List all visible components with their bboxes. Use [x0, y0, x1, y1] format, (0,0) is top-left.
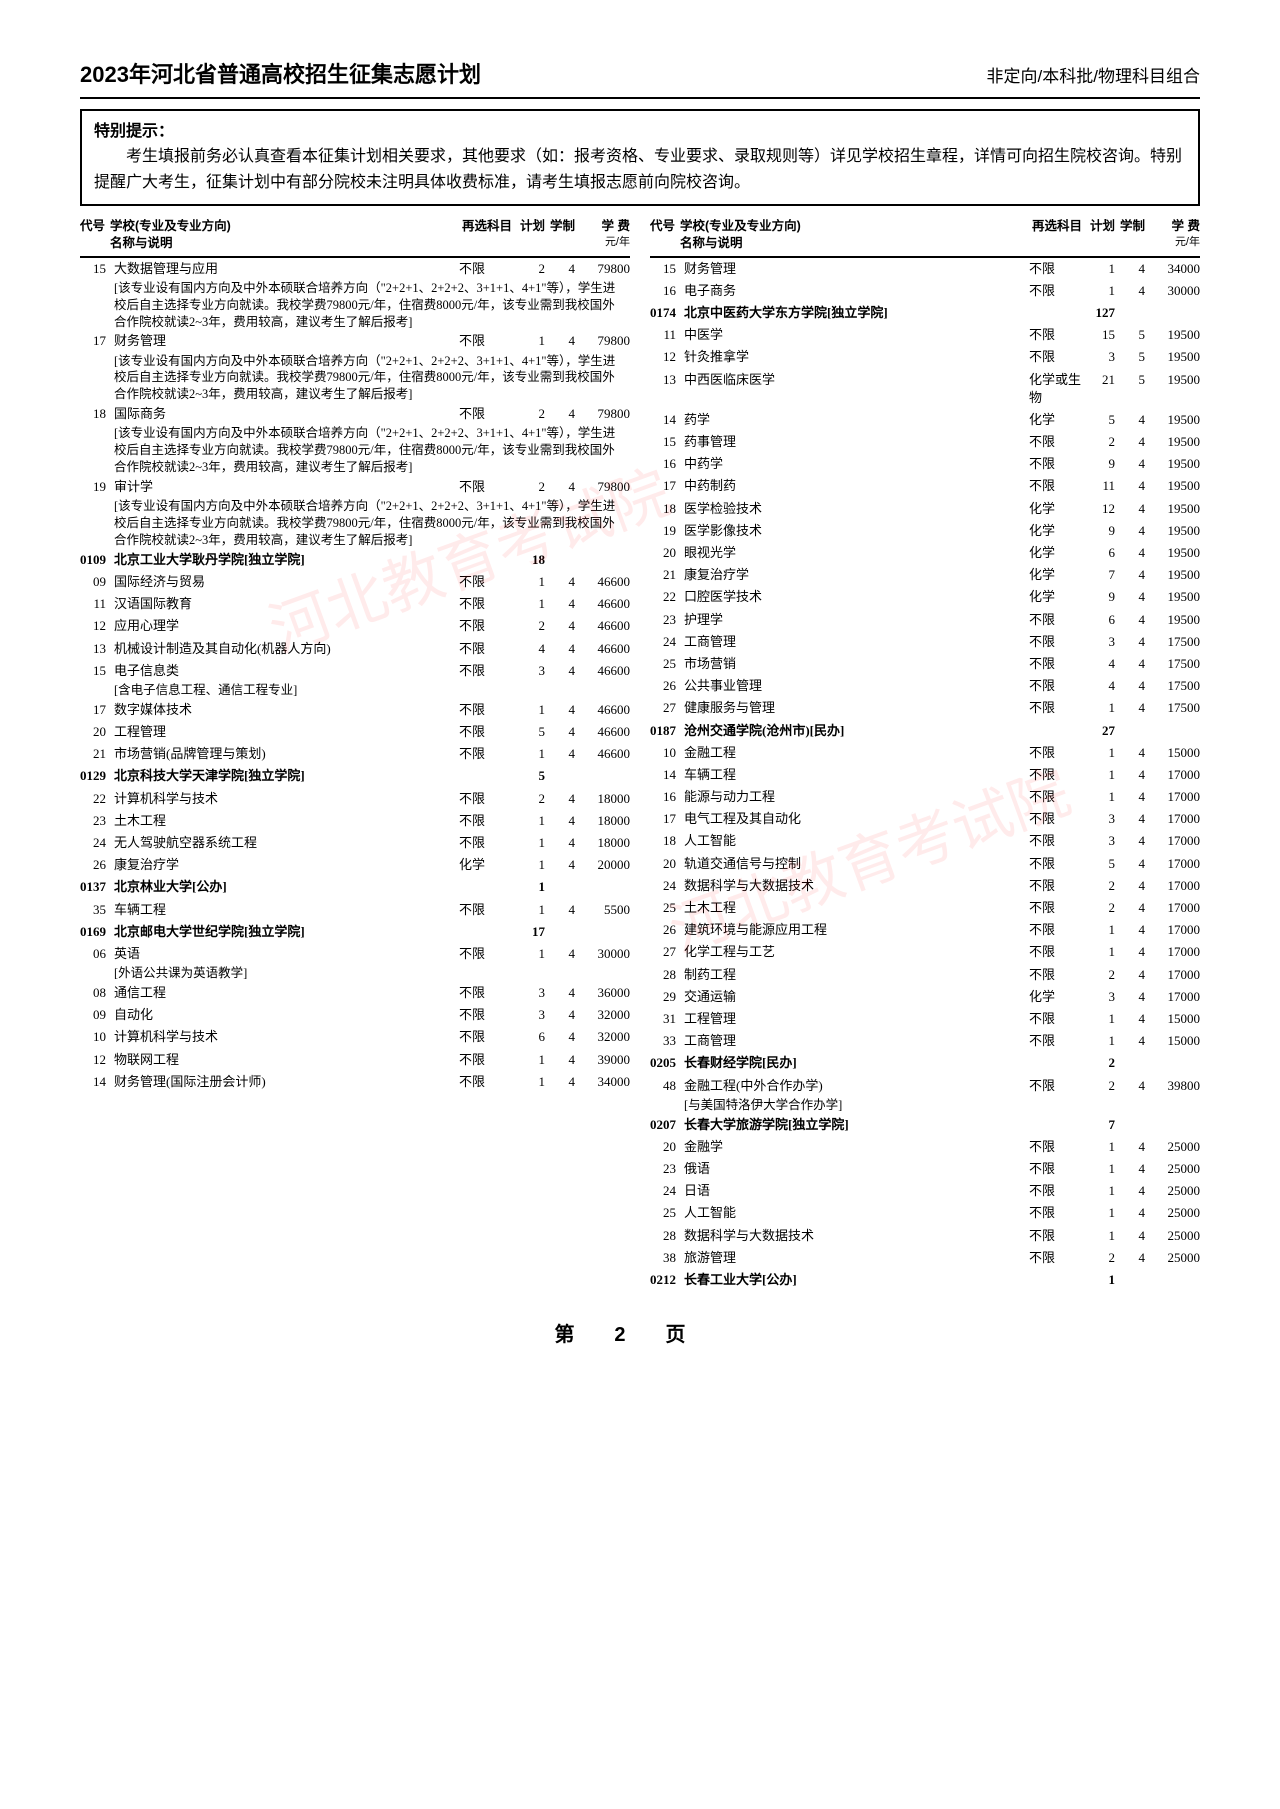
- major-row: 13中西医临床医学化学或生物21519500: [650, 369, 1200, 409]
- document-subtitle: 非定向/本科批/物理科目组合: [987, 65, 1200, 89]
- page-number: 第2页: [80, 1321, 1200, 1349]
- major-row: 20金融学不限1425000: [650, 1136, 1200, 1158]
- major-row: 26康复治疗学化学1420000: [80, 854, 630, 876]
- major-row: 26建筑环境与能源应用工程不限1417000: [650, 919, 1200, 941]
- major-row: 12针灸推拿学不限3519500: [650, 346, 1200, 368]
- remark-row: [该专业设有国内方向及中外本硕联合培养方向（"2+2+1、2+2+2、3+1+1…: [80, 425, 630, 476]
- major-row: 27化学工程与工艺不限1417000: [650, 941, 1200, 963]
- major-row: 08通信工程不限3436000: [80, 982, 630, 1004]
- major-row: 22口腔医学技术化学9419500: [650, 586, 1200, 608]
- notice-title: 特别提示：: [94, 119, 1186, 145]
- major-row: 24无人驾驶航空器系统工程不限1418000: [80, 832, 630, 854]
- major-row: 48金融工程(中外合作办学)不限2439800: [650, 1075, 1200, 1097]
- school-row: 0169北京邮电大学世纪学院[独立学院]17: [80, 921, 630, 943]
- major-row: 15财务管理不限1434000: [650, 258, 1200, 280]
- major-row: 28数据科学与大数据技术不限1425000: [650, 1225, 1200, 1247]
- school-row: 0205长春财经学院[民办]2: [650, 1052, 1200, 1074]
- major-row: 16能源与动力工程不限1417000: [650, 786, 1200, 808]
- major-row: 16电子商务不限1430000: [650, 280, 1200, 302]
- major-row: 20轨道交通信号与控制不限5417000: [650, 853, 1200, 875]
- major-row: 25市场营销不限4417500: [650, 653, 1200, 675]
- major-row: 23土木工程不限1418000: [80, 810, 630, 832]
- major-row: 20眼视光学化学6419500: [650, 542, 1200, 564]
- major-row: 12物联网工程不限1439000: [80, 1049, 630, 1071]
- major-row: 29交通运输化学3417000: [650, 986, 1200, 1008]
- school-row: 0129北京科技大学天津学院[独立学院]5: [80, 765, 630, 787]
- remark-row: [外语公共课为英语教学]: [80, 965, 630, 982]
- major-row: 17财务管理不限1479800: [80, 330, 630, 352]
- major-row: 23护理学不限6419500: [650, 609, 1200, 631]
- major-row: 12应用心理学不限2446600: [80, 615, 630, 637]
- school-row: 0187沧州交通学院(沧州市)[民办]27: [650, 720, 1200, 742]
- major-row: 10金融工程不限1415000: [650, 742, 1200, 764]
- remark-row: [含电子信息工程、通信工程专业]: [80, 682, 630, 699]
- major-row: 18人工智能不限3417000: [650, 830, 1200, 852]
- major-row: 21市场营销(品牌管理与策划)不限1446600: [80, 743, 630, 765]
- major-row: 09自动化不限3432000: [80, 1004, 630, 1026]
- major-row: 17中药制药不限11419500: [650, 475, 1200, 497]
- school-row: 0109北京工业大学耿丹学院[独立学院]18: [80, 549, 630, 571]
- major-row: 33工商管理不限1415000: [650, 1030, 1200, 1052]
- major-row: 25土木工程不限2417000: [650, 897, 1200, 919]
- remark-row: [该专业设有国内方向及中外本硕联合培养方向（"2+2+1、2+2+2、3+1+1…: [80, 353, 630, 404]
- major-row: 11汉语国际教育不限1446600: [80, 593, 630, 615]
- major-row: 15药事管理不限2419500: [650, 431, 1200, 453]
- major-row: 11中医学不限15519500: [650, 324, 1200, 346]
- major-row: 25人工智能不限1425000: [650, 1202, 1200, 1224]
- right-column: 代号 学校(专业及专业方向)名称与说明 再选科目 计划 学制 学 费元/年15财…: [650, 214, 1200, 1292]
- major-row: 14药学化学5419500: [650, 409, 1200, 431]
- column-header: 代号 学校(专业及专业方向)名称与说明 再选科目 计划 学制 学 费元/年: [650, 214, 1200, 258]
- major-row: 15大数据管理与应用不限2479800: [80, 258, 630, 280]
- remark-row: [与美国特洛伊大学合作办学]: [650, 1097, 1200, 1114]
- major-row: 16中药学不限9419500: [650, 453, 1200, 475]
- major-row: 24日语不限1425000: [650, 1180, 1200, 1202]
- major-row: 19审计学不限2479800: [80, 476, 630, 498]
- major-row: 18国际商务不限2479800: [80, 403, 630, 425]
- major-row: 15电子信息类不限3446600: [80, 660, 630, 682]
- major-row: 06英语不限1430000: [80, 943, 630, 965]
- major-row: 09国际经济与贸易不限1446600: [80, 571, 630, 593]
- major-row: 17电气工程及其自动化不限3417000: [650, 808, 1200, 830]
- major-row: 28制药工程不限2417000: [650, 964, 1200, 986]
- notice-box: 特别提示： 考生填报前务必认真查看本征集计划相关要求，其他要求（如：报考资格、专…: [80, 109, 1200, 206]
- school-row: 0207长春大学旅游学院[独立学院]7: [650, 1114, 1200, 1136]
- document-title: 2023年河北省普通高校招生征集志愿计划: [80, 60, 481, 91]
- major-row: 20工程管理不限5446600: [80, 721, 630, 743]
- major-row: 21康复治疗学化学7419500: [650, 564, 1200, 586]
- school-row: 0174北京中医药大学东方学院[独立学院]127: [650, 302, 1200, 324]
- major-row: 24数据科学与大数据技术不限2417000: [650, 875, 1200, 897]
- remark-row: [该专业设有国内方向及中外本硕联合培养方向（"2+2+1、2+2+2、3+1+1…: [80, 280, 630, 331]
- left-column: 代号 学校(专业及专业方向)名称与说明 再选科目 计划 学制 学 费元/年15大…: [80, 214, 630, 1292]
- major-row: 10计算机科学与技术不限6432000: [80, 1026, 630, 1048]
- major-row: 17数字媒体技术不限1446600: [80, 699, 630, 721]
- major-row: 24工商管理不限3417500: [650, 631, 1200, 653]
- school-row: 0212长春工业大学[公办]1: [650, 1269, 1200, 1291]
- major-row: 35车辆工程不限145500: [80, 899, 630, 921]
- major-row: 14车辆工程不限1417000: [650, 764, 1200, 786]
- major-row: 18医学检验技术化学12419500: [650, 498, 1200, 520]
- major-row: 19医学影像技术化学9419500: [650, 520, 1200, 542]
- major-row: 22计算机科学与技术不限2418000: [80, 788, 630, 810]
- notice-body: 考生填报前务必认真查看本征集计划相关要求，其他要求（如：报考资格、专业要求、录取…: [94, 144, 1186, 195]
- major-row: 27健康服务与管理不限1417500: [650, 697, 1200, 719]
- major-row: 14财务管理(国际注册会计师)不限1434000: [80, 1071, 630, 1093]
- major-row: 23俄语不限1425000: [650, 1158, 1200, 1180]
- column-header: 代号 学校(专业及专业方向)名称与说明 再选科目 计划 学制 学 费元/年: [80, 214, 630, 258]
- school-row: 0137北京林业大学[公办]1: [80, 876, 630, 898]
- major-row: 38旅游管理不限2425000: [650, 1247, 1200, 1269]
- major-row: 31工程管理不限1415000: [650, 1008, 1200, 1030]
- remark-row: [该专业设有国内方向及中外本硕联合培养方向（"2+2+1、2+2+2、3+1+1…: [80, 498, 630, 549]
- major-row: 13机械设计制造及其自动化(机器人方向)不限4446600: [80, 638, 630, 660]
- major-row: 26公共事业管理不限4417500: [650, 675, 1200, 697]
